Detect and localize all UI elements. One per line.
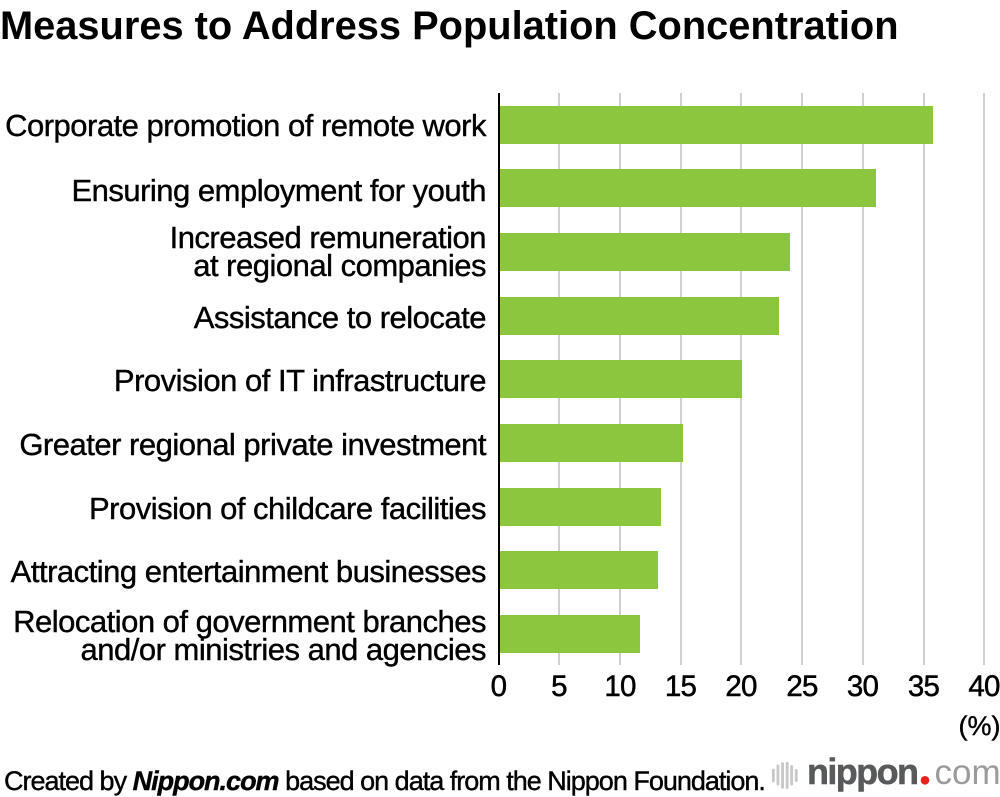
svg-text:com: com — [935, 753, 1000, 792]
svg-text:nippon: nippon — [807, 751, 917, 792]
